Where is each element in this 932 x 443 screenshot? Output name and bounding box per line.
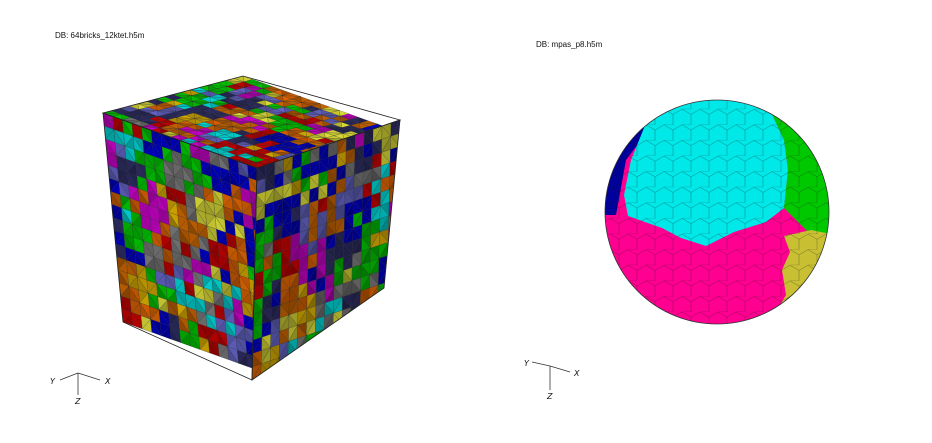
mesh-cell <box>332 336 342 351</box>
mesh-cell <box>386 305 396 323</box>
right-render-panel[interactable]: DB: mpas_p8.h5m Y <box>466 0 932 443</box>
mesh-cell <box>305 345 316 363</box>
mesh-cell <box>341 333 351 351</box>
mesh-cell <box>377 294 388 312</box>
mesh-cell <box>332 323 343 340</box>
mesh-cell <box>368 298 379 312</box>
mesh-cell <box>387 265 397 280</box>
mesh-cell <box>368 311 378 329</box>
mesh-cell <box>387 252 398 270</box>
mesh-cell <box>314 345 324 360</box>
mesh-cell <box>350 306 361 321</box>
mesh-cell <box>131 312 143 330</box>
mesh-cell <box>323 339 333 357</box>
mesh-cell <box>150 319 162 337</box>
mesh-cell <box>314 342 324 357</box>
mesh-cell <box>377 295 388 312</box>
sphere-mesh[interactable] <box>466 0 932 443</box>
mesh-cell <box>332 323 343 341</box>
sphere-regions <box>605 100 829 324</box>
mesh-cell <box>368 324 378 339</box>
mesh-cell <box>386 294 396 309</box>
mesh-cell <box>388 239 398 253</box>
mesh-cell <box>387 252 398 269</box>
right-db-label: DB: mpas_p8.h5m <box>536 40 603 49</box>
mesh-cell <box>387 268 397 283</box>
mesh-cell <box>389 188 399 203</box>
mesh-cell <box>359 317 369 332</box>
mesh-cell <box>208 339 220 357</box>
cube-mesh[interactable] <box>0 0 466 443</box>
mesh-cell <box>323 339 334 357</box>
mesh-cell <box>350 317 361 335</box>
mesh-cell <box>350 330 360 345</box>
mesh-cell <box>368 300 379 315</box>
mesh-cell <box>350 317 361 334</box>
mesh-cell <box>305 345 316 363</box>
mesh-cell <box>358 327 369 345</box>
left-render-panel[interactable]: DB: 64bricks_12ktet.h5m Y X Z <box>0 0 466 443</box>
mesh-cell <box>359 327 369 345</box>
mesh-cell <box>341 323 351 338</box>
mesh-cell <box>376 321 387 339</box>
mesh-cell <box>332 339 342 354</box>
mesh-cell <box>377 308 387 323</box>
mesh-cell <box>188 332 201 350</box>
mesh-cell <box>350 333 360 348</box>
mesh-cell <box>368 327 378 342</box>
mesh-cell <box>376 321 387 339</box>
mesh-cell <box>386 305 396 322</box>
mesh-cell <box>359 314 369 329</box>
mesh-cell <box>341 333 351 351</box>
mesh-cell <box>296 351 306 366</box>
mesh-cell <box>323 329 334 344</box>
mesh-cell <box>252 216 257 231</box>
mesh-cell <box>386 292 397 306</box>
mesh-cell <box>278 357 289 372</box>
mesh-cell <box>296 348 307 363</box>
mesh-cell <box>386 318 396 333</box>
mesh-cell <box>169 326 182 343</box>
mesh-cell <box>386 278 397 296</box>
mesh-cell <box>385 321 396 336</box>
mesh-cell <box>387 241 398 256</box>
mesh-cell <box>386 278 397 296</box>
mesh-cell <box>377 311 387 326</box>
mesh-cell <box>341 320 352 335</box>
mesh-cell <box>368 311 379 328</box>
mesh-cell <box>227 346 239 364</box>
left-db-label: DB: 64bricks_12ktet.h5m <box>55 31 145 40</box>
